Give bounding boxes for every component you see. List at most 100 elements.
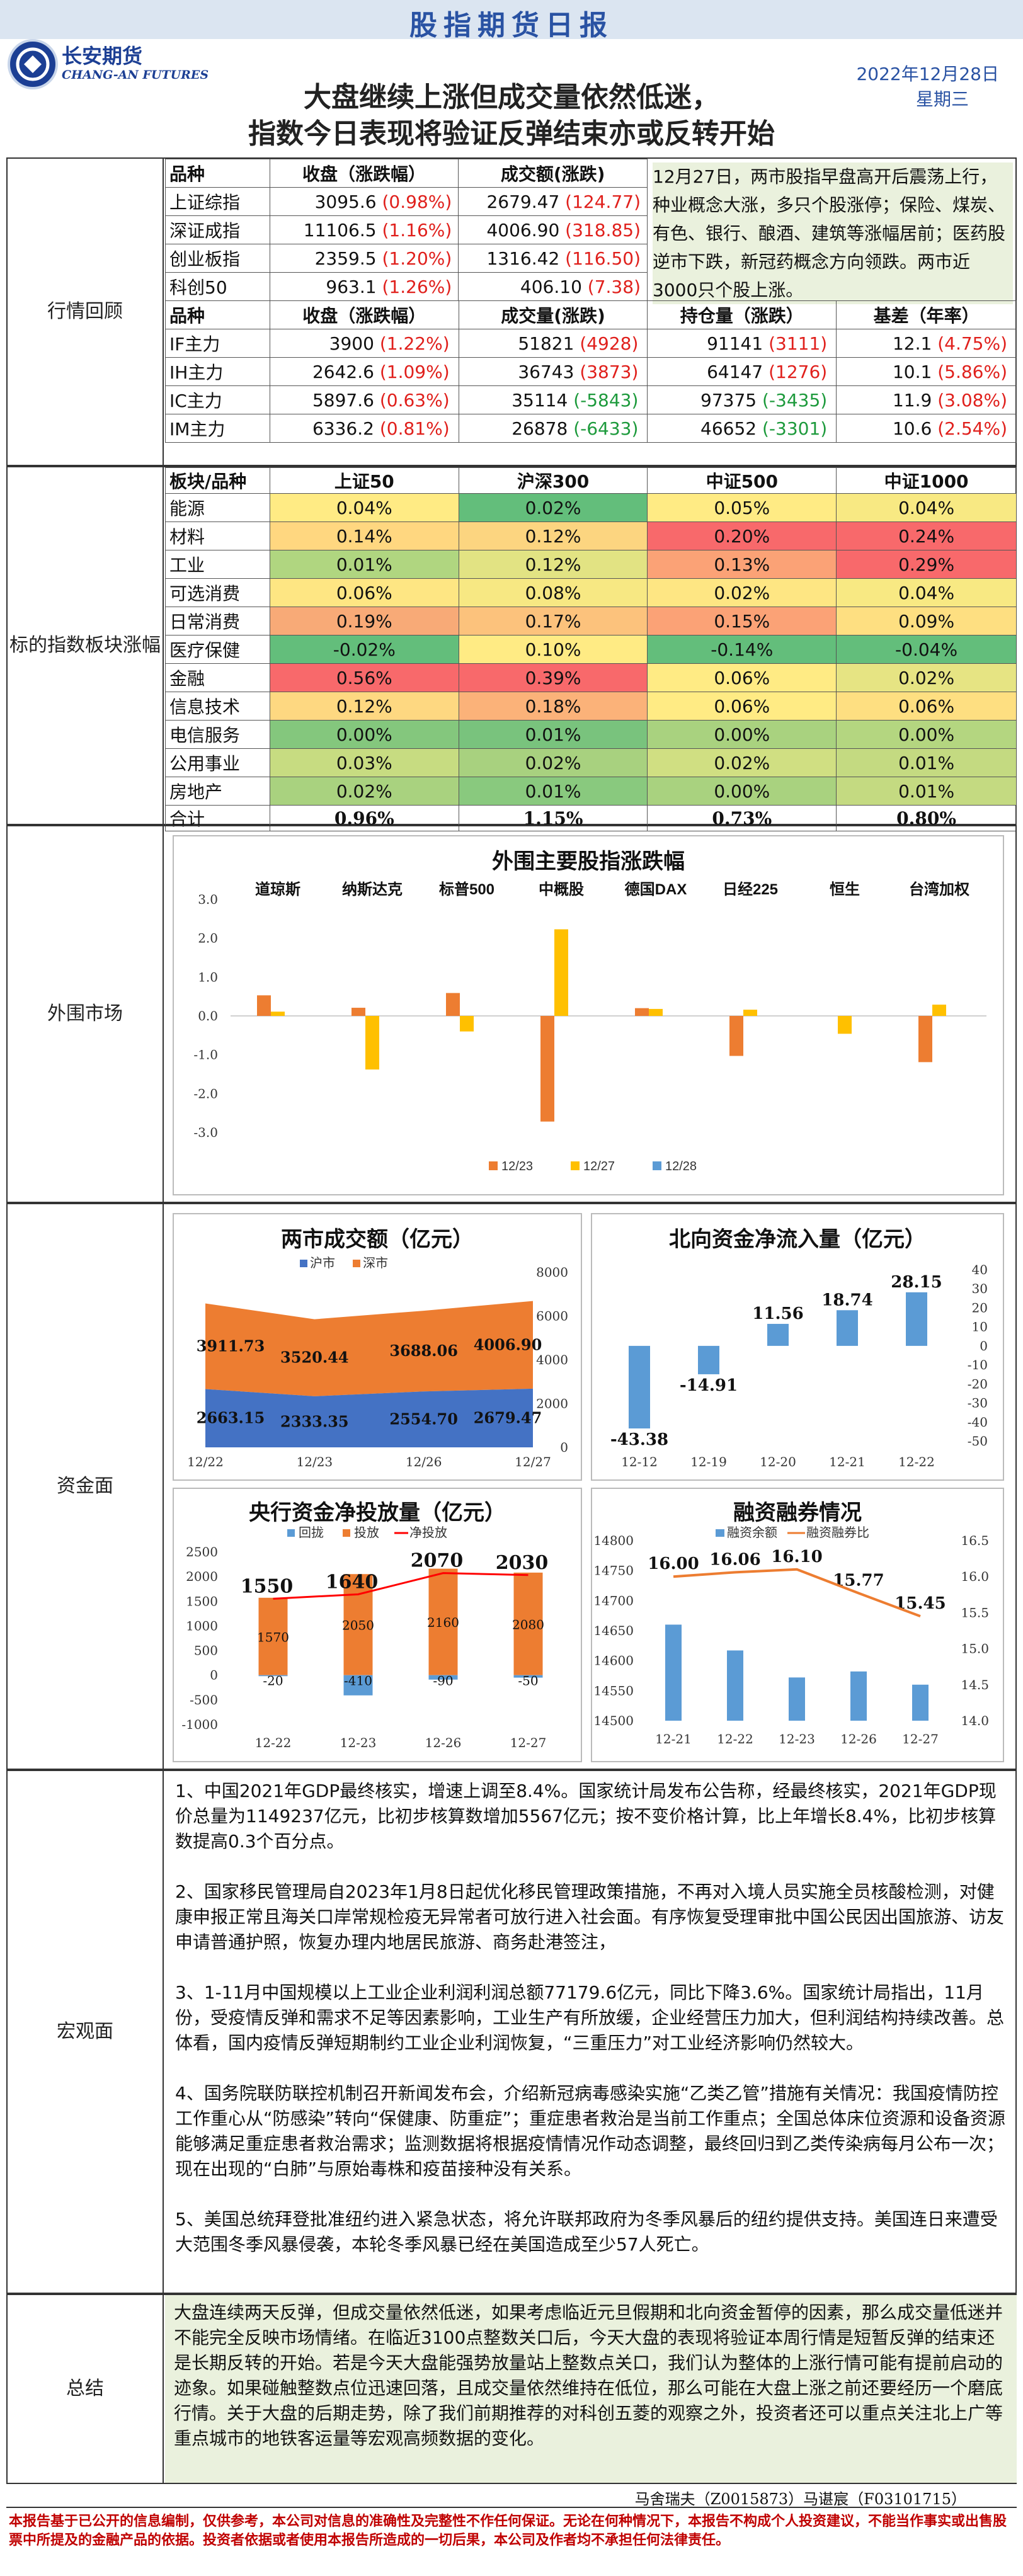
sector-value-cell: 0.01% [458,777,648,806]
futures-close-chg: (1.22%) [379,333,450,354]
futures-volume-cell: 51821 (4928) [458,329,648,358]
company-name-en: CHANG-AN FUTURES [62,68,209,82]
net-label: 1640 [326,1571,379,1593]
y-tick-label: 2000 [536,1396,568,1411]
data-label: 2160 [427,1615,459,1630]
futures-row: IF主力 3900 (1.22%) 51821 (4928) 91141 (3111)… [165,329,1017,358]
y-tick-label: 30 [972,1281,988,1296]
sector-header-zz1000: 中证1000 [836,467,1017,494]
index-table: 品种 收盘（涨跌幅） 成交额(涨跌) 上证综指 3095.6 (0.98%) 267… [165,159,648,301]
futures-volume-value: 51821 [518,333,574,354]
futures-volume-cell: 35114 (-5843) [458,385,648,414]
x-tick-label: 12-27 [510,1735,547,1750]
margin-combo-chart: 14800 14750 14700 14650 14600 14550 14500 16.5 1… [593,1525,989,1747]
index-name: 深证成指 [165,215,270,244]
y-tick-label: 4000 [536,1352,568,1367]
sector-value-cell: 0.10% [458,635,648,664]
index-close-cell: 2359.5 (1.20%) [269,244,459,273]
bar-12/27 [649,1008,663,1016]
bar-margin-balance [789,1677,805,1721]
area-深市 [205,1301,533,1396]
futures-oi-value: 97375 [700,389,757,411]
legend-label: 融资余额 [727,1525,777,1540]
futures-name: IM主力 [165,414,270,443]
index-name: 科创50 [165,272,270,301]
legend-swatch [287,1529,295,1537]
index-close-pct: (1.16%) [382,219,452,241]
macro-item-4: 4、国务院联防联控机制召开新闻发布会，介绍新冠病毒感染实施“乙类乙管”措施有关情… [175,2083,1006,2179]
sector-name: 日常消费 [165,607,270,635]
futures-basis-cell: 10.1 (5.86%) [836,357,1017,386]
sector-value-cell: 0.12% [458,521,648,550]
index-close-pct: (1.20%) [382,248,452,269]
report-header: 股指期货日报 长安期货 CHANG-AN FUTURES 大盘继续上涨但成交量依… [0,0,1023,157]
futures-volume-value: 35114 [512,389,568,411]
sector-value-cell: 0.04% [269,493,459,522]
y-tick-label: 14750 [593,1563,634,1578]
sector-value-cell: 0.01% [458,720,648,749]
report-weekday: 星期三 [915,89,969,110]
index-amount-value: 1316.42 [486,248,560,269]
sector-value-cell: 0.15% [647,607,837,635]
macro-item-2: 2、国家移民管理局自2023年1月8日起优化移民管理政策措施，不再对入境人员实施… [175,1881,1005,1952]
sector-value-cell: 0.02% [647,748,837,777]
macro-item-1: 1、中国2021年GDP最终核实，增速上调至8.4%。国家统计局发布公告称，经最… [175,1781,997,1852]
bar-withdrawal [343,1675,373,1695]
futures-basis-chg: (5.86%) [937,361,1007,382]
futures-close-chg: (0.63%) [379,389,450,411]
y2-tick-label: 16.0 [961,1569,989,1584]
futures-oi-chg: (3111) [769,333,828,354]
bar-northbound [629,1345,650,1428]
sector-row: 信息技术 0.12% 0.18% 0.06% 0.06% [165,692,1017,721]
data-label: 2554.70 [389,1410,458,1428]
x-tick-label: 12/27 [515,1454,551,1469]
sector-value-cell: 0.06% [836,692,1017,721]
sector-value-cell: 0.06% [269,578,459,607]
futures-volume-chg: (-5843) [573,389,639,411]
futures-basis-value: 12.1 [892,333,932,354]
y-tick-label: 1500 [186,1593,218,1609]
futures-volume-chg: (-6433) [573,418,639,439]
overseas-chart-title: 外围主要股指涨跌幅 [492,849,685,874]
y-tick-label: -30 [968,1396,988,1411]
bar-injection [513,1572,543,1675]
sector-value-cell: 0.05% [647,493,837,522]
futures-basis-chg: (3.08%) [937,389,1007,411]
index-amount-value: 4006.90 [486,219,560,241]
bar-12/23 [729,1016,743,1056]
futures-row: IM主力 6336.2 (0.81%) 26878 (-6433) 46652 (-3… [165,414,1017,443]
futures-oi-cell: 64147 (1276) [647,357,837,386]
x-tick-label: 12-19 [690,1454,727,1469]
bar-margin-balance [665,1624,682,1721]
category-label: 台湾加权 [909,881,969,898]
sector-value-cell: -0.04% [836,635,1017,664]
disclaimer-text: 本报告基于已公开的信息编制，仅供参考，本公司对信息的准确性及完整性不作任何保证。… [9,2513,1007,2548]
macro-section: 宏观面 1、中国2021年GDP最终核实，增速上调至8.4%。国家统计局发布公告… [6,1770,1017,2294]
northbound-chart-title: 北向资金净流入量（亿元） [669,1227,926,1252]
sector-value-cell: 0.20% [647,521,837,550]
review-note: 12月27日，两市股指早盘高开后震荡上行，种业概念大涨，多只个股涨停；保险、煤炭… [653,162,1013,304]
category-label: 道琼斯 [255,881,300,898]
futures-close-value: 2642.6 [312,361,374,382]
futures-header-basis: 基差（年率） [836,300,1017,329]
sector-value-cell: 0.01% [269,550,459,579]
data-label: -410 [344,1673,372,1689]
sector-value-cell: 0.02% [458,748,648,777]
x-tick-label: 12/26 [406,1454,442,1469]
data-label: 11.56 [752,1304,803,1323]
bar-northbound [837,1310,858,1346]
bar-12/27 [838,1016,852,1034]
y-tick-label: 3.0 [198,892,218,907]
section-label-macro: 宏观面 [8,1771,164,2293]
futures-volume-cell: 36743 (3873) [458,357,648,386]
ratio-label: 16.00 [648,1554,699,1573]
sector-value-cell: 0.13% [647,550,837,579]
futures-oi-cell: 91141 (3111) [647,329,837,358]
x-tick-label: 12-23 [340,1735,377,1750]
sector-value-cell: 0.03% [269,748,459,777]
turnover-chart-panel: 两市成交额（亿元） 8000 6000 4000 2000 0 12/22 3911.73 2… [173,1213,582,1481]
report-date: 2022年12月28日 [856,64,999,84]
index-amount-cell: 4006.90 (318.85) [458,215,648,244]
index-amount-chg: (124.77) [565,191,641,212]
bar-12/23 [635,1008,649,1016]
